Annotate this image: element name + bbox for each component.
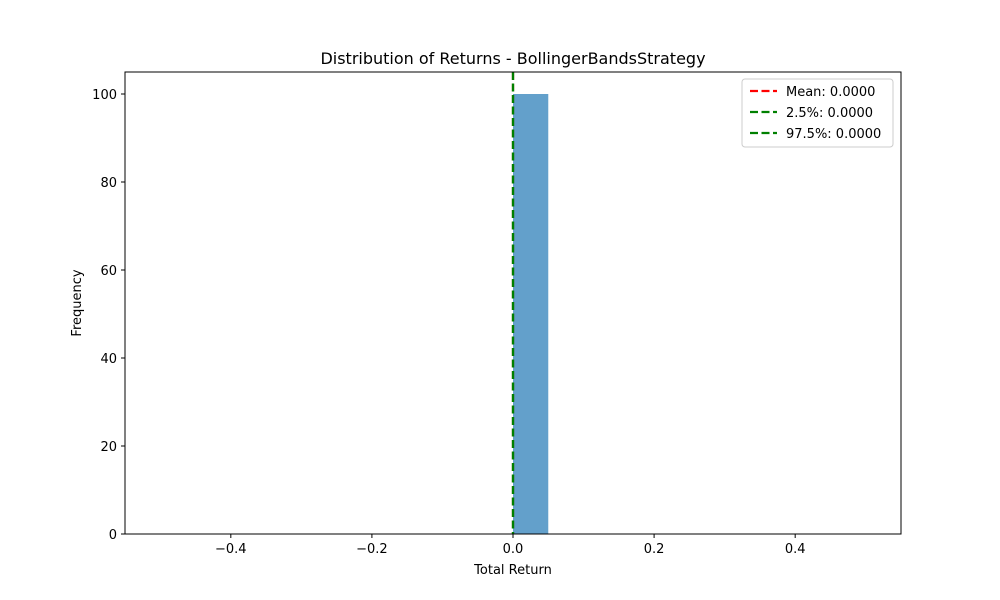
x-tick-label: 0.0 (503, 542, 524, 557)
y-tick-label: 40 (100, 352, 117, 367)
x-tick-label: 0.4 (785, 542, 806, 557)
x-tick-label: 0.2 (644, 542, 665, 557)
x-tick-label: −0.4 (215, 542, 247, 557)
legend: Mean: 0.0000 2.5%: 0.0000 97.5%: 0.0000 (741, 78, 894, 148)
y-axis-label: Frequency (70, 269, 85, 336)
legend-box (741, 78, 894, 148)
y-axis-ticks: 0 20 40 60 80 100 (92, 88, 125, 543)
x-axis-label: Total Return (473, 563, 552, 578)
bars-group (513, 94, 549, 534)
legend-label: 97.5%: 0.0000 (786, 127, 881, 142)
x-tick-label: −0.2 (356, 542, 388, 557)
y-tick-label: 20 (100, 440, 117, 455)
y-tick-label: 60 (100, 264, 117, 279)
y-tick-label: 80 (100, 176, 117, 191)
legend-label: Mean: 0.0000 (786, 85, 875, 100)
y-tick-label: 100 (92, 88, 117, 103)
histogram-bar (513, 94, 549, 534)
chart-title: Distribution of Returns - BollingerBands… (320, 49, 705, 68)
x-axis-ticks: −0.4 −0.2 0.0 0.2 0.4 (215, 534, 806, 557)
y-tick-label: 0 (109, 528, 117, 543)
legend-label: 2.5%: 0.0000 (786, 106, 873, 121)
